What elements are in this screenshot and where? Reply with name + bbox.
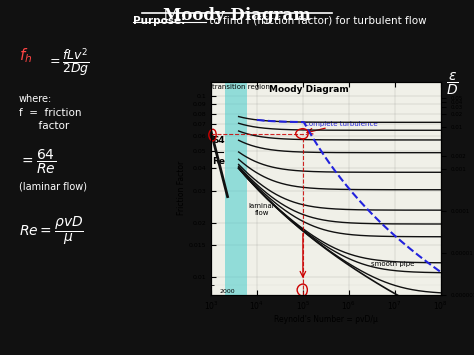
Point: [220, 150, 226, 154]
Text: $f_h$: $f_h$: [19, 46, 32, 65]
Text: smooth pipe: smooth pipe: [371, 261, 414, 267]
Text: to find f (friction factor) for turbulent flow: to find f (friction factor) for turbulen…: [206, 16, 427, 26]
Bar: [225, 77, 246, 295]
Text: 2000: 2000: [220, 289, 236, 294]
Y-axis label: Friction Factor: Friction Factor: [177, 161, 186, 215]
Text: complete turbulence: complete turbulence: [305, 121, 377, 127]
Text: f  =  friction: f = friction: [19, 108, 82, 118]
Text: Re: Re: [212, 157, 226, 166]
Text: $Re = \dfrac{\rho v D}{\mu}$: $Re = \dfrac{\rho v D}{\mu}$: [19, 215, 84, 247]
Text: 64: 64: [213, 136, 225, 145]
Text: Moody Diagram: Moody Diagram: [163, 7, 311, 24]
Text: $= \dfrac{fLv^2}{2Dg}$: $= \dfrac{fLv^2}{2Dg}$: [47, 46, 90, 79]
X-axis label: Reynold's Number = ρvD/μ: Reynold's Number = ρvD/μ: [274, 315, 378, 324]
Text: $\dfrac{\varepsilon}{D}$: $\dfrac{\varepsilon}{D}$: [447, 71, 459, 97]
Text: $= \dfrac{64}{Re}$: $= \dfrac{64}{Re}$: [19, 147, 56, 176]
Point: [212, 150, 218, 154]
Text: Moody Diagram: Moody Diagram: [269, 85, 348, 94]
Text: factor: factor: [19, 121, 69, 131]
Text: transition region: transition region: [212, 84, 270, 90]
Text: laminar
flow: laminar flow: [249, 203, 275, 216]
Text: (laminar flow): (laminar flow): [19, 182, 87, 192]
Text: where:: where:: [19, 94, 52, 104]
Text: Purpose:: Purpose:: [133, 16, 185, 26]
